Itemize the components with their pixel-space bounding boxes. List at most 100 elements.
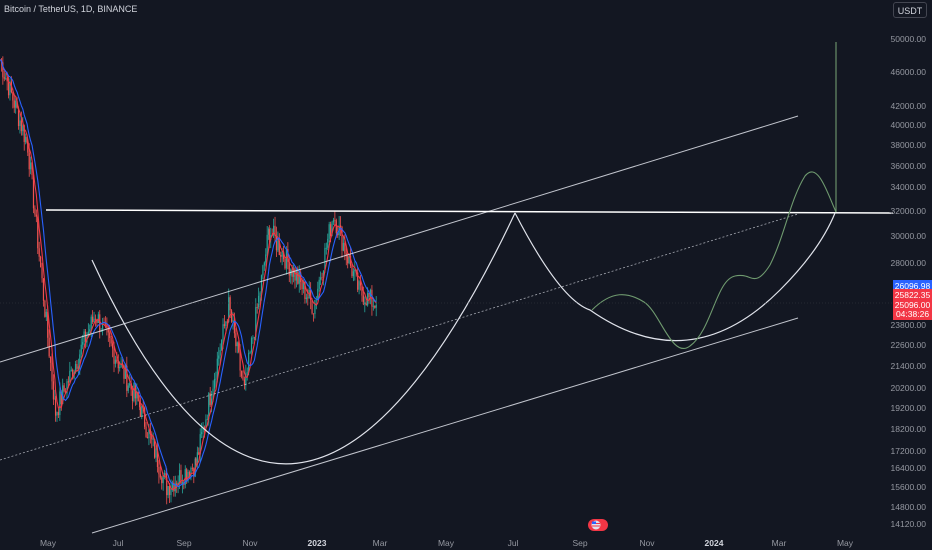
candle xyxy=(47,311,49,338)
candle xyxy=(278,240,280,255)
y-axis-label: 32000.00 xyxy=(890,206,926,216)
candle xyxy=(236,342,238,347)
candle xyxy=(6,78,8,82)
candle xyxy=(110,338,112,344)
candle xyxy=(30,162,32,170)
candle xyxy=(277,240,279,251)
y-axis-label: 18200.00 xyxy=(890,424,926,434)
candle xyxy=(54,398,56,400)
candle xyxy=(240,370,243,377)
candle xyxy=(109,332,111,339)
candle xyxy=(324,247,326,271)
y-axis-label: 17200.00 xyxy=(890,446,926,456)
candle xyxy=(97,314,99,323)
candle xyxy=(181,482,183,484)
candle xyxy=(212,388,214,399)
y-axis-label: 16400.00 xyxy=(890,463,926,473)
candle xyxy=(40,256,42,268)
candle xyxy=(59,391,61,416)
candle xyxy=(155,448,157,458)
projection-path xyxy=(591,171,837,349)
candle xyxy=(229,297,231,311)
y-axis-label: 50000.00 xyxy=(890,34,926,44)
ma-red-line xyxy=(0,59,377,491)
candle xyxy=(362,295,364,305)
candle xyxy=(349,255,352,266)
candle xyxy=(219,350,221,356)
candle xyxy=(199,434,201,455)
channel-lower-line xyxy=(91,317,799,534)
candle xyxy=(287,249,289,262)
candle xyxy=(222,324,224,340)
candle xyxy=(305,297,307,299)
candle xyxy=(203,426,206,429)
candle xyxy=(79,354,81,367)
candle xyxy=(162,475,164,484)
candle xyxy=(38,248,40,257)
candle xyxy=(45,311,47,317)
candle xyxy=(94,318,97,320)
candle xyxy=(218,355,220,359)
candle xyxy=(32,175,35,209)
candle xyxy=(367,292,369,306)
candle xyxy=(348,255,350,264)
candle xyxy=(275,235,278,251)
candle xyxy=(242,376,244,380)
candle xyxy=(196,452,198,465)
currency-button[interactable]: USDT xyxy=(893,2,927,18)
candle xyxy=(337,233,339,236)
candle xyxy=(220,339,223,351)
candle xyxy=(131,389,134,402)
candle xyxy=(63,385,65,392)
candle xyxy=(262,265,264,276)
y-axis-label: 36000.00 xyxy=(890,161,926,171)
candle xyxy=(285,249,288,269)
candle xyxy=(342,242,345,251)
candle xyxy=(129,383,131,386)
candle xyxy=(280,254,282,257)
x-axis-label: Jul xyxy=(507,538,519,548)
candle xyxy=(248,353,250,373)
candle xyxy=(216,358,218,379)
candle xyxy=(364,302,366,305)
price-tag: 25822.35 xyxy=(893,289,932,301)
ma-blue-line xyxy=(0,59,377,488)
candle xyxy=(124,366,126,379)
candle xyxy=(243,379,245,386)
candle xyxy=(130,383,132,390)
candle xyxy=(144,407,146,427)
candle xyxy=(72,369,74,379)
x-axis-label: Sep xyxy=(572,538,588,548)
candle xyxy=(60,391,62,405)
candle xyxy=(70,369,72,371)
candle xyxy=(198,452,200,455)
candle xyxy=(297,271,299,284)
candle xyxy=(258,295,260,308)
candle xyxy=(141,405,143,417)
candle xyxy=(318,279,320,289)
y-axis-label: 19200.00 xyxy=(890,403,926,413)
us-flag-icon[interactable] xyxy=(588,519,608,531)
symbol-header: Bitcoin / TetherUS, 1D, BINANCE xyxy=(4,4,138,14)
candle xyxy=(252,337,254,339)
y-axis-label: 40000.00 xyxy=(890,120,926,130)
candle xyxy=(205,419,207,429)
candle xyxy=(159,474,161,478)
candle xyxy=(117,361,119,369)
candle xyxy=(213,379,216,389)
candle xyxy=(246,372,248,374)
candle xyxy=(268,229,270,241)
x-axis-label: Sep xyxy=(176,538,192,548)
candle xyxy=(233,320,236,334)
y-axis-label: 20200.00 xyxy=(890,383,926,393)
candle xyxy=(281,251,283,257)
candle xyxy=(235,333,237,347)
candle xyxy=(41,267,43,279)
candle xyxy=(113,348,115,364)
candle xyxy=(102,322,104,332)
candle xyxy=(165,473,167,478)
candle xyxy=(341,227,343,251)
candle xyxy=(136,391,138,399)
